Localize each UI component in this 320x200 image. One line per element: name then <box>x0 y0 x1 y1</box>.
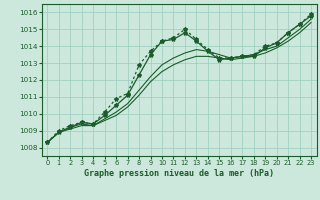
X-axis label: Graphe pression niveau de la mer (hPa): Graphe pression niveau de la mer (hPa) <box>84 169 274 178</box>
